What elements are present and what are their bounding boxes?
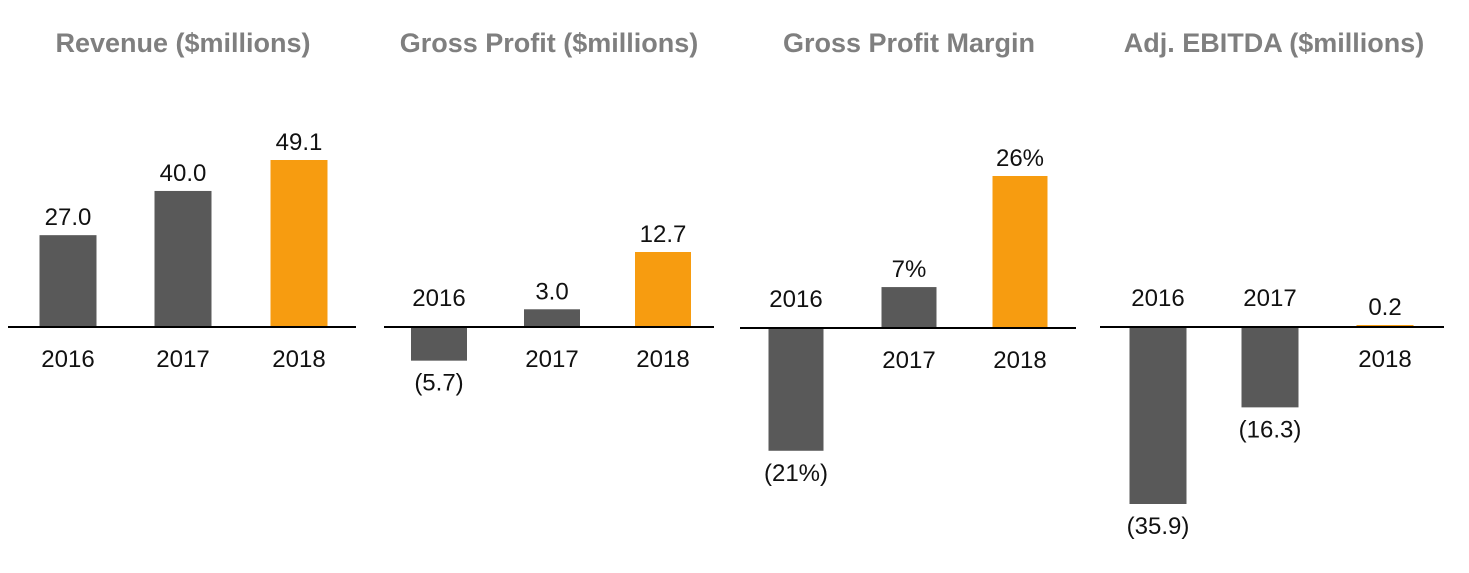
chart-plot: 27.0 2016 40.0 2017 49.1 2018 bbox=[8, 129, 356, 373]
chart-title: Gross Profit Margin bbox=[782, 28, 1036, 58]
chart-title: Adj. EBITDA ($millions) bbox=[1123, 28, 1425, 58]
chart-panel-gross-profit-margin: Gross Profit Margin (21%) 2016 7% 2017 26% 20… bbox=[736, 0, 1082, 573]
data-label: (16.3) bbox=[1239, 416, 1302, 443]
chart-title: Gross Profit ($millions) bbox=[399, 28, 699, 58]
chart-plot: (21%) 2016 7% 2017 26% 2018 bbox=[740, 145, 1076, 487]
category-label: 2016 bbox=[412, 285, 465, 312]
data-label: 27.0 bbox=[45, 204, 92, 231]
data-label: (21%) bbox=[764, 460, 828, 487]
bar-2016 bbox=[39, 235, 97, 327]
category-label: 2016 bbox=[769, 286, 822, 313]
chart-title: Revenue ($millions) bbox=[55, 28, 311, 58]
category-label: 2018 bbox=[636, 346, 689, 373]
category-label: 2017 bbox=[1243, 285, 1296, 312]
chart-panel-revenue: Revenue ($millions) 27.0 2016 40.0 2017 49.1… bbox=[0, 0, 366, 573]
bar-2016 bbox=[411, 327, 467, 361]
category-label: 2017 bbox=[156, 346, 209, 373]
bar-2017 bbox=[154, 190, 212, 327]
bar-2017 bbox=[881, 287, 937, 328]
bar-2016 bbox=[1129, 327, 1187, 504]
bar-2018 bbox=[270, 160, 328, 327]
chart-panel-adj-ebitda: Adj. EBITDA ($millions) (35.9) 2016 (16.3)… bbox=[1094, 0, 1454, 573]
data-label: 26% bbox=[996, 145, 1044, 172]
chart-plot: (5.7) 2016 3.0 2017 12.7 2018 bbox=[384, 221, 714, 397]
data-label: 40.0 bbox=[160, 160, 207, 187]
data-label: 0.2 bbox=[1368, 294, 1401, 321]
bar-2017 bbox=[524, 309, 580, 327]
data-label: (5.7) bbox=[414, 370, 463, 397]
data-label: (35.9) bbox=[1127, 513, 1190, 540]
data-label: 7% bbox=[892, 256, 927, 283]
category-label: 2018 bbox=[272, 346, 325, 373]
bar-2016 bbox=[768, 328, 824, 451]
data-label: 12.7 bbox=[640, 221, 687, 248]
category-label: 2017 bbox=[525, 346, 578, 373]
category-label: 2018 bbox=[993, 347, 1046, 374]
category-label: 2016 bbox=[1131, 285, 1184, 312]
bar-2017 bbox=[1241, 327, 1299, 408]
bar-2018 bbox=[635, 252, 691, 327]
data-label: 3.0 bbox=[535, 278, 568, 305]
chart-panel-gross-profit: Gross Profit ($millions) (5.7) 2016 3.0 201… bbox=[376, 0, 722, 573]
bar-2018 bbox=[992, 176, 1048, 328]
category-label: 2018 bbox=[1358, 346, 1411, 373]
category-label: 2017 bbox=[882, 347, 935, 374]
chart-plot: (35.9) 2016 (16.3) 2017 0.2 2018 bbox=[1100, 285, 1444, 540]
category-label: 2016 bbox=[41, 346, 94, 373]
data-label: 49.1 bbox=[276, 129, 323, 156]
